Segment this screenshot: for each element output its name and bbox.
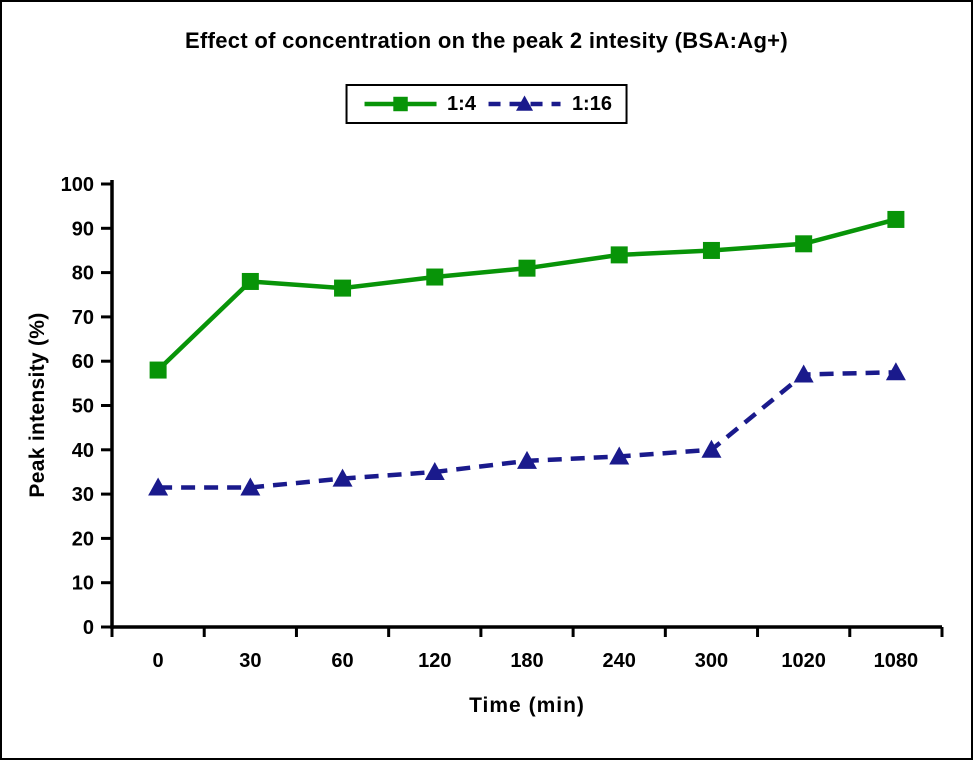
marker-triangle: [609, 446, 630, 465]
y-tick-label: 10: [72, 573, 94, 595]
x-tick-label: 30: [239, 650, 261, 672]
y-tick-label: 90: [72, 218, 94, 240]
x-tick-label: 240: [603, 650, 636, 672]
marker-square: [610, 246, 628, 264]
marker-square: [795, 235, 813, 253]
x-tick-label: 180: [510, 650, 543, 672]
marker-square: [392, 96, 408, 112]
y-tick-label: 70: [72, 307, 94, 329]
marker-square: [887, 210, 905, 228]
legend: 1:4 1:16: [345, 84, 628, 124]
legend-swatch-dash-triangle-icon: [488, 95, 561, 111]
marker-triangle: [424, 461, 445, 480]
x-tick-label: 0: [153, 650, 164, 672]
x-tick-label: 300: [695, 650, 728, 672]
series-line-1:4: [156, 217, 897, 372]
series-line-1:16: [158, 370, 896, 490]
y-tick-label: 100: [61, 174, 94, 196]
chart-title: Effect of concentration on the peak 2 in…: [185, 28, 788, 53]
marker-triangle: [517, 450, 537, 469]
x-tick-label: 60: [331, 650, 353, 672]
y-tick-label: 60: [72, 351, 94, 373]
marker-triangle: [885, 362, 906, 381]
marker-triangle: [793, 364, 814, 383]
x-tick-label: 1020: [781, 650, 826, 672]
legend-item-1-4: 1:4: [361, 92, 476, 116]
x-axis-title: Time (min): [469, 694, 585, 717]
legend-label: 1:16: [571, 92, 612, 115]
marker-square: [518, 259, 536, 277]
x-tick-label: 1080: [874, 650, 919, 672]
legend-swatch-line-square-icon: [364, 96, 437, 112]
y-tick-label: 0: [83, 617, 94, 639]
marker-square: [426, 268, 444, 286]
y-tick-label: 80: [72, 263, 94, 285]
x-tick-label: 120: [418, 650, 451, 672]
marker-square: [334, 279, 352, 297]
legend-label: 1:4: [447, 92, 476, 115]
y-tick-label: 50: [72, 396, 94, 418]
marker-triangle: [240, 477, 261, 496]
legend-item-1-16: 1:16: [486, 92, 612, 116]
y-tick-label: 20: [72, 528, 94, 550]
marker-square: [241, 272, 259, 290]
marker-triangle: [332, 468, 353, 487]
marker-triangle: [701, 439, 722, 458]
y-tick-label: 30: [72, 484, 94, 506]
y-tick-label: 40: [72, 440, 94, 462]
marker-triangle: [148, 477, 169, 496]
marker-square: [149, 361, 167, 379]
marker-triangle: [516, 95, 534, 111]
marker-square: [702, 241, 720, 259]
